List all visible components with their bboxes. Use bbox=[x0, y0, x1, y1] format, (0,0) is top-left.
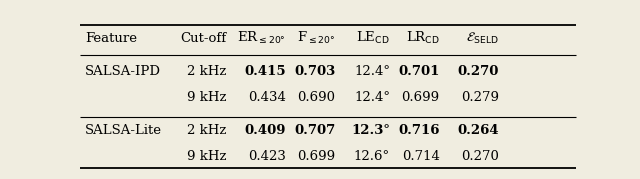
Text: 9 kHz: 9 kHz bbox=[187, 150, 227, 163]
Text: $\mathcal{E}_{\rm SELD}$: $\mathcal{E}_{\rm SELD}$ bbox=[467, 30, 499, 46]
Text: 0.699: 0.699 bbox=[298, 150, 335, 163]
Text: 2 kHz: 2 kHz bbox=[187, 124, 227, 137]
Text: 0.270: 0.270 bbox=[458, 65, 499, 78]
Text: LR$_{\rm CD}$: LR$_{\rm CD}$ bbox=[406, 30, 440, 46]
Text: 2 kHz: 2 kHz bbox=[187, 65, 227, 78]
Text: Cut-off: Cut-off bbox=[180, 32, 227, 45]
Text: SALSA-IPD: SALSA-IPD bbox=[85, 65, 161, 78]
Text: 0.701: 0.701 bbox=[398, 65, 440, 78]
Text: 9 kHz: 9 kHz bbox=[187, 91, 227, 105]
Text: SALSA-Lite: SALSA-Lite bbox=[85, 124, 162, 137]
Text: LE$_{\rm CD}$: LE$_{\rm CD}$ bbox=[356, 30, 390, 46]
Text: Feature: Feature bbox=[85, 32, 137, 45]
Text: ER$_{\leq20°}$: ER$_{\leq20°}$ bbox=[237, 30, 286, 46]
Text: 0.434: 0.434 bbox=[248, 91, 286, 105]
Text: 12.4°: 12.4° bbox=[354, 91, 390, 105]
Text: 0.699: 0.699 bbox=[401, 91, 440, 105]
Text: 0.270: 0.270 bbox=[461, 150, 499, 163]
Text: 12.4°: 12.4° bbox=[354, 65, 390, 78]
Text: 0.714: 0.714 bbox=[402, 150, 440, 163]
Text: 12.6°: 12.6° bbox=[354, 150, 390, 163]
Text: 0.409: 0.409 bbox=[244, 124, 286, 137]
Text: F$_{\leq20°}$: F$_{\leq20°}$ bbox=[297, 30, 335, 46]
Text: 0.716: 0.716 bbox=[398, 124, 440, 137]
Text: 0.690: 0.690 bbox=[298, 91, 335, 105]
Text: 0.264: 0.264 bbox=[458, 124, 499, 137]
Text: 0.707: 0.707 bbox=[294, 124, 335, 137]
Text: 0.703: 0.703 bbox=[294, 65, 335, 78]
Text: 12.3°: 12.3° bbox=[351, 124, 390, 137]
Text: 0.415: 0.415 bbox=[244, 65, 286, 78]
Text: 0.279: 0.279 bbox=[461, 91, 499, 105]
Text: 0.423: 0.423 bbox=[248, 150, 286, 163]
